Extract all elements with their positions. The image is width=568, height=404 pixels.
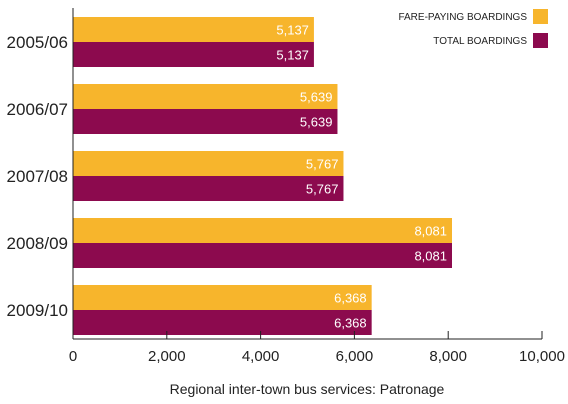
category-labels: 2005/06 2006/07 2007/08 2008/09 2009/10 (7, 33, 68, 320)
category-label-4: 2009/10 (7, 301, 68, 320)
category-label-2: 2007/08 (7, 167, 68, 186)
x-axis-ticks: 0 2,000 4,000 6,000 8,000 10,000 (69, 331, 565, 365)
bar-fare-paying-2 (73, 151, 344, 176)
bar-total-3 (73, 243, 452, 268)
bar-fare-paying-4 (73, 285, 372, 310)
x-tick-label-4: 8,000 (429, 348, 467, 365)
legend-label-total: TOTAL BOARDINGS (433, 36, 527, 47)
value-label-total-2: 5,767 (306, 182, 339, 197)
x-tick-label-3: 6,000 (336, 348, 374, 365)
legend-swatch-total (533, 33, 548, 48)
value-label-fare-paying-2: 5,767 (306, 157, 339, 172)
value-label-total-1: 5,639 (300, 115, 333, 130)
bar-fare-paying-0 (73, 17, 314, 42)
x-axis-title: Regional inter-town bus services: Patron… (170, 381, 445, 397)
category-label-0: 2005/06 (7, 33, 68, 52)
legend-swatch-fare-paying (533, 9, 548, 24)
legend: FARE-PAYING BOARDINGS TOTAL BOARDINGS (398, 9, 548, 48)
value-label-fare-paying-0: 5,137 (276, 23, 309, 38)
bar-total-4 (73, 310, 372, 335)
x-tick-label-2: 4,000 (242, 348, 280, 365)
category-label-3: 2008/09 (7, 234, 68, 253)
value-label-fare-paying-3: 8,081 (414, 224, 447, 239)
value-label-total-4: 6,368 (334, 316, 367, 331)
category-label-1: 2006/07 (7, 100, 68, 119)
bars-layer: 5,137 5,137 5,639 5,639 5,767 5,767 8,081 8,081… (73, 17, 452, 335)
x-tick-label-5: 10,000 (519, 348, 565, 365)
value-label-total-0: 5,137 (276, 48, 309, 63)
bar-total-0 (73, 42, 314, 67)
bar-total-2 (73, 176, 344, 201)
bar-fare-paying-3 (73, 218, 452, 243)
x-tick-label-1: 2,000 (148, 348, 186, 365)
value-label-total-3: 8,081 (414, 249, 447, 264)
x-tick-label-0: 0 (69, 348, 77, 365)
bar-total-1 (73, 109, 338, 134)
legend-label-fare-paying: FARE-PAYING BOARDINGS (398, 12, 527, 23)
value-label-fare-paying-1: 5,639 (300, 90, 333, 105)
bar-fare-paying-1 (73, 84, 338, 109)
value-label-fare-paying-4: 6,368 (334, 291, 367, 306)
